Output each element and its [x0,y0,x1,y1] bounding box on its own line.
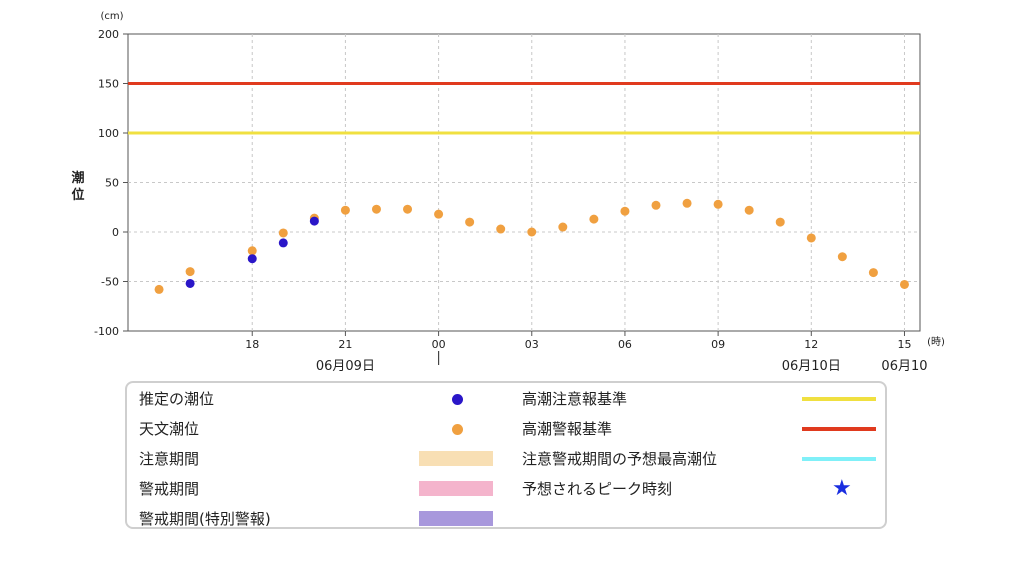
legend-symbol-caution-band [419,451,493,466]
estimated-tide-point [309,216,319,226]
x-tick-label: 03 [525,338,539,351]
astronomical-tide-point [806,233,816,243]
x-tick-label: 09 [711,338,725,351]
y-tick-label: 50 [105,177,119,190]
y-axis-label-char: 位 [71,187,84,203]
date-label: 06月10日 [782,359,841,374]
y-axis-label-char: 潮 [71,170,84,186]
legend-label-caution-period: 注意期間 [139,450,200,468]
legend-label-warning-period: 警戒期間 [139,480,200,498]
astronomical-tide-point [371,204,381,214]
astronomical-tide-point [340,205,350,215]
estimated-tide-point [247,254,257,264]
astronomical-tide-point [558,222,568,232]
date-label: 06月10 [881,359,927,374]
date-label: 06月09日 [316,359,375,374]
legend-label-warning-criterion: 高潮警報基準 [522,420,613,438]
legend-symbol-astronomical-tide-dot [452,424,463,435]
y-tick-label: -50 [101,276,119,289]
legend-symbol-warning-line [802,427,876,431]
estimated-tide-point [185,278,195,288]
legend-symbol-special-warning-band [419,511,493,526]
legend-label-advisory-criterion: 高潮注意報基準 [522,390,628,408]
y-tick-label: 150 [98,78,119,91]
y-tick-label: -100 [94,325,119,338]
tide-chart: -100 -50 0 50 100 150 200 18 21 00 03 06 09 12 15 06月09… [71,11,945,374]
x-tick-label: 00 [432,338,446,351]
astronomical-tide-point [868,268,878,278]
x-tick-label: 12 [804,338,818,351]
astronomical-tide-point [713,199,723,209]
astronomical-tide-point [527,227,537,237]
astronomical-tide-point [154,284,164,294]
legend-label-astronomical-tide: 天文潮位 [139,420,200,438]
astronomical-tide-point [434,209,444,219]
astronomical-tide-point [744,205,754,215]
astronomical-tide-point [465,217,475,227]
astronomical-tide-point [837,252,847,262]
legend-star-icon: ★ [832,476,852,501]
legend-label-estimated-tide: 推定の潮位 [139,390,215,408]
x-tick-label: 18 [245,338,259,351]
x-tick-label: 21 [338,338,352,351]
legend-symbol-advisory-line [802,397,876,401]
astronomical-tide-point [651,200,661,210]
y-tick-label: 200 [98,28,119,41]
astronomical-tide-point [620,206,630,216]
x-tick-label: 15 [897,338,911,351]
y-unit-label: (cm) [100,11,123,22]
astronomical-tide-point [775,217,785,227]
legend-symbol-max-tide-line [802,457,876,461]
y-tick-label: 0 [112,226,119,239]
x-unit-label: (時) [927,336,945,348]
legend-label-predicted-max-tide: 注意警戒期間の予想最高潮位 [522,450,718,468]
astronomical-tide-point [589,214,599,224]
legend-symbol-warning-band [419,481,493,496]
x-tick-label: 06 [618,338,632,351]
y-tick-label: 100 [98,127,119,140]
legend-label-special-warning-period: 警戒期間(特別警報) [139,510,271,528]
estimated-tide-point [278,238,288,248]
astronomical-tide-point [403,204,413,214]
legend-symbol-estimated-tide-dot [452,394,463,405]
astronomical-tide-point [278,228,288,238]
chart-legend: 推定の潮位 天文潮位 注意期間 警戒期間 警戒期間(特別警報) 高潮注意報基準 … [125,381,887,529]
astronomical-tide-point [496,224,506,234]
astronomical-tide-point [185,267,195,277]
legend-label-peak-time: 予想されるピーク時刻 [522,480,673,498]
astronomical-tide-point [247,246,257,256]
astronomical-tide-point [899,279,909,289]
astronomical-tide-point [682,198,692,208]
